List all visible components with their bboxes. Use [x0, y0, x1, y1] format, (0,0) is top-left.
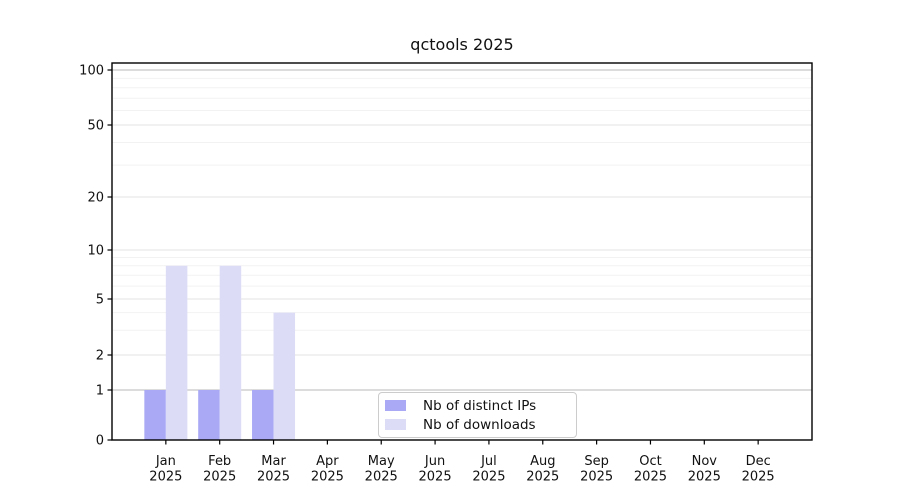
bar-mar-distinct-ips: [252, 390, 274, 440]
x-tick-label-year-jan: 2025: [149, 470, 182, 485]
y-tick-label-20: 20: [87, 191, 104, 206]
x-tick-label-month-dec: Dec: [746, 454, 771, 469]
x-tick-label-month-sep: Sep: [584, 454, 609, 469]
x-tick-label-year-oct: 2025: [634, 470, 667, 485]
bar-feb-distinct-ips: [198, 390, 220, 440]
plot-border: [111, 62, 813, 441]
y-tick-label-5: 5: [96, 293, 104, 308]
x-tick-label-month-nov: Nov: [692, 454, 718, 469]
y-tick-label-50: 50: [87, 119, 104, 134]
y-tick-label-1: 1: [96, 384, 104, 399]
x-tick-label-year-aug: 2025: [526, 470, 559, 485]
x-tick-label-year-jun: 2025: [419, 470, 452, 485]
bar-jan-downloads: [165, 265, 188, 440]
x-tick-label-year-apr: 2025: [311, 470, 344, 485]
legend-label-distinct-ips: Nb of distinct IPs: [423, 397, 537, 414]
y-tick-label-0: 0: [96, 434, 104, 449]
x-tick-label-year-dec: 2025: [742, 470, 775, 485]
legend: Nb of distinct IPs Nb of downloads: [378, 392, 577, 438]
x-tick-label-year-nov: 2025: [688, 470, 721, 485]
legend-item-downloads: Nb of downloads: [385, 418, 576, 432]
legend-item-distinct-ips: Nb of distinct IPs: [385, 399, 576, 413]
legend-swatch-downloads: [385, 419, 406, 430]
bar-feb-downloads: [219, 265, 242, 440]
bar-mar-downloads: [273, 312, 296, 440]
x-tick-label-year-may: 2025: [365, 470, 398, 485]
x-tick-label-year-mar: 2025: [257, 470, 290, 485]
x-tick-label-month-mar: Mar: [261, 454, 286, 469]
x-tick-label-month-aug: Aug: [530, 454, 555, 469]
x-tick-label-month-jan: Jan: [155, 454, 176, 469]
y-tick-label-100: 100: [79, 64, 104, 79]
x-tick-label-year-feb: 2025: [203, 470, 236, 485]
x-tick-label-month-jun: Jun: [424, 454, 445, 469]
x-tick-label-month-feb: Feb: [208, 454, 231, 469]
x-tick-label-year-jul: 2025: [472, 470, 505, 485]
x-tick-label-month-oct: Oct: [639, 454, 661, 469]
x-tick-label-month-apr: Apr: [316, 454, 339, 469]
x-tick-label-month-jul: Jul: [480, 454, 497, 469]
x-tick-label-month-may: May: [368, 454, 395, 469]
legend-swatch-distinct-ips: [385, 400, 406, 411]
x-tick-label-year-sep: 2025: [580, 470, 613, 485]
bar-jan-distinct-ips: [144, 390, 166, 440]
y-tick-label-2: 2: [96, 349, 104, 364]
y-tick-label-10: 10: [87, 244, 104, 259]
chart-title: qctools 2025: [410, 35, 514, 54]
legend-label-downloads: Nb of downloads: [423, 416, 536, 433]
